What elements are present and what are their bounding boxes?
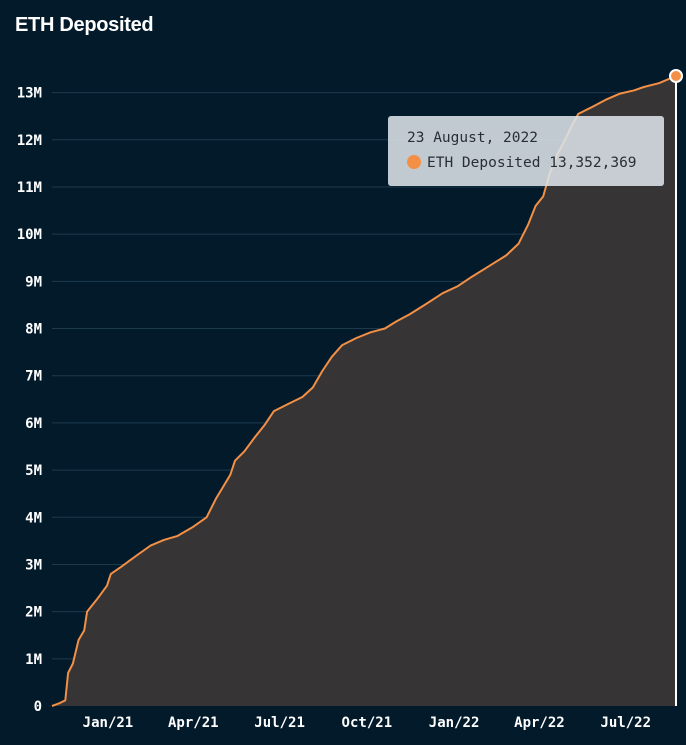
y-tick-label: 6M [25,416,42,432]
x-tick-label: Apr/22 [514,715,565,731]
tooltip-date: 23 August, 2022 [407,130,538,146]
y-tick-label: 11M [17,180,42,196]
y-tick-label: 3M [25,557,42,573]
y-tick-label: 12M [17,133,42,149]
x-tick-label: Oct/21 [342,715,393,731]
series-color-dot [407,155,421,169]
hover-cursor [669,69,683,706]
y-tick-label: 4M [25,510,42,526]
area-fill [52,76,676,706]
tooltip-row: ETH Deposited 13,352,369 [407,155,637,171]
y-axis: 0 1M 2M 3M 4M 5M 6M 7M 8M 9M 10M 11M 12M 13M [17,86,42,715]
y-tick-label: 8M [25,322,42,338]
y-tick-label: 7M [25,369,42,385]
x-tick-label: Jan/22 [429,715,480,731]
hover-point [669,69,683,83]
hover-tooltip: 23 August, 2022 ETH Deposited 13,352,369 [388,116,664,186]
x-axis: Jan/21 Apr/21 Jul/21 Oct/21 Jan/22 Apr/22 Jul/… [83,715,651,731]
x-tick-label: Jul/21 [254,715,305,731]
tooltip-series-name: ETH Deposited [427,155,541,171]
y-tick-label: 5M [25,463,42,479]
x-tick-label: Jul/22 [600,715,651,731]
y-tick-label: 2M [25,605,42,621]
x-tick-label: Jan/21 [83,715,134,731]
y-tick-label: 9M [25,274,42,290]
y-tick-label: 1M [25,652,42,668]
x-tick-label: Apr/21 [168,715,219,731]
series-area [52,76,676,706]
chart-title: ETH Deposited [15,14,154,36]
y-tick-label: 0 [34,699,42,715]
y-tick-label: 10M [17,227,42,243]
tooltip-value: 13,352,369 [549,155,637,171]
y-tick-label: 13M [17,86,42,102]
